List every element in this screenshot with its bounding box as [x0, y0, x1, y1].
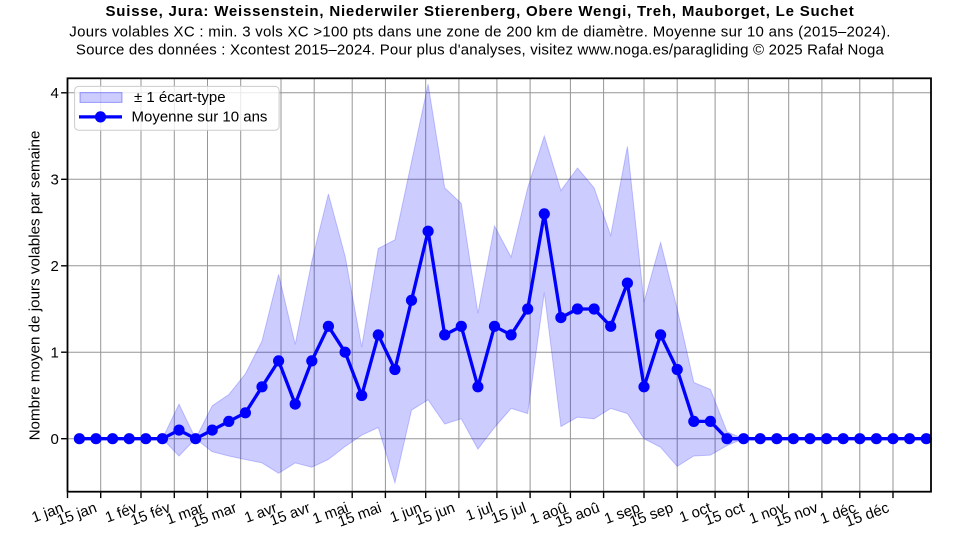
- svg-text:Jours volables XC : min. 3 vol: Jours volables XC : min. 3 vols XC >100 …: [69, 24, 890, 41]
- svg-text:± 1 écart-type: ± 1 écart-type: [134, 89, 226, 106]
- svg-text:3: 3: [50, 172, 58, 189]
- svg-text:Moyenne sur 10 ans: Moyenne sur 10 ans: [132, 109, 268, 126]
- svg-text:0: 0: [50, 431, 58, 448]
- svg-text:2: 2: [50, 258, 58, 275]
- svg-text:4: 4: [50, 85, 58, 102]
- svg-text:Nombre moyen de jours volables: Nombre moyen de jours volables par semai…: [27, 131, 44, 441]
- svg-text:Suisse, Jura: Weissenstein, Ni: Suisse, Jura: Weissenstein, Niederwiler …: [105, 3, 854, 20]
- svg-text:1: 1: [50, 345, 58, 362]
- svg-text:Source des données : Xcontest: Source des données : Xcontest 2015–2024.…: [76, 42, 885, 59]
